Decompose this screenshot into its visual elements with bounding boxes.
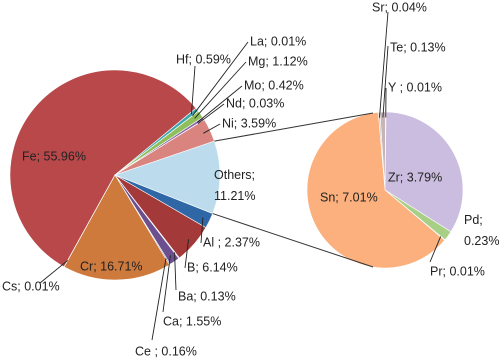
data-label: Sn; 7.01%	[320, 190, 378, 204]
data-label: La; 0.01%	[250, 34, 306, 48]
data-label: Pr; 0.01%	[430, 264, 485, 278]
pie-slice	[63, 174, 116, 268]
pie-slice	[384, 111, 464, 233]
data-label: Cr; 16.71%	[80, 259, 143, 273]
data-label: Fe; 55.96%	[22, 149, 86, 163]
leader-line	[39, 260, 68, 284]
data-label: Ca; 1.55%	[163, 314, 221, 328]
data-label: Te; 0.13%	[390, 40, 446, 54]
data-label: Ce ; 0.16%	[135, 344, 197, 358]
leader-line	[192, 41, 249, 116]
leader-line	[151, 258, 167, 341]
data-label: Y ; 0.01%	[388, 80, 442, 94]
data-label: Nd; 0.03%	[226, 96, 284, 110]
data-label: Ni; 3.59%	[222, 116, 276, 130]
leader-line	[194, 61, 247, 119]
leader-line	[197, 103, 225, 124]
data-label: Zr; 3.79%	[388, 170, 442, 184]
pie-slice	[9, 69, 197, 268]
data-label: Al ; 2.37%	[203, 235, 260, 249]
leader-line	[382, 45, 389, 118]
leader-line	[429, 236, 442, 263]
data-label: Pd; 0.23%	[464, 213, 500, 248]
leader-line	[162, 255, 171, 313]
connector-line	[214, 112, 374, 142]
leader-line	[184, 239, 189, 269]
leader-line	[200, 217, 204, 244]
data-label-box: Pd; 0.23%	[464, 213, 500, 248]
leader-line	[196, 85, 243, 123]
data-label: Cs; 0.01%	[2, 279, 60, 293]
data-label: Mg; 1.12%	[248, 54, 308, 68]
leader-line	[190, 65, 196, 115]
pie-slice	[306, 111, 446, 269]
leader-line	[203, 123, 221, 134]
pie-slice	[114, 140, 221, 214]
data-label-box: Others; 11.21%	[214, 168, 256, 203]
data-label: Hf; 0.59%	[176, 52, 231, 66]
connector-line	[212, 213, 374, 268]
data-label: Sr; 0.04%	[372, 0, 427, 14]
data-label: B; 6.14%	[187, 260, 238, 274]
leader-line	[174, 252, 177, 291]
leader-line	[379, 11, 389, 118]
pie-slice	[63, 174, 170, 281]
data-label: Others; 11.21%	[214, 168, 256, 203]
data-label: Mo; 0.42%	[244, 78, 304, 92]
data-label: Ba; 0.13%	[178, 289, 236, 303]
